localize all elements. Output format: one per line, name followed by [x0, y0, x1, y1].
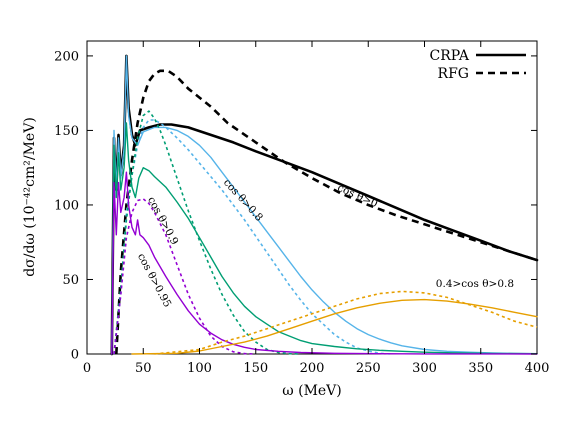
y-axis-label: dσ/dω (10⁻⁴²cm²/MeV) [22, 117, 38, 277]
y-tick-label: 150 [54, 124, 79, 139]
series-cos-theta-0-95-rfg [113, 198, 256, 355]
legend-label-rfg: RFG [438, 66, 469, 82]
y-tick-label: 100 [54, 198, 79, 213]
annotation-0-4-cos-theta-0-8: 0.4>cos θ>0.8 [436, 278, 514, 290]
legend: CRPA RFG [430, 48, 526, 82]
legend-label-crpa: CRPA [430, 48, 470, 64]
x-tick-label: 400 [525, 361, 550, 376]
series-cos-theta-0-rfg [115, 69, 538, 355]
x-tick-label: 350 [468, 361, 493, 376]
x-tick-label: 100 [187, 361, 212, 376]
x-tick-label: 300 [412, 361, 437, 376]
y-tick-label: 0 [71, 348, 79, 363]
series-cos-theta-0-9-rfg [113, 110, 301, 355]
x-tick-label: 250 [356, 361, 381, 376]
x-axis-label: ω (MeV) [282, 383, 342, 399]
x-tick-label: 150 [243, 361, 268, 376]
ticks-layer: 0 50 100 150 200 250 300 350 400 0 50 100 150 200 [54, 41, 549, 376]
annotation-cos-theta-0: cos θ>0 [336, 182, 380, 210]
annotation-cos-theta-0-8: cos θ>0.8 [221, 177, 265, 224]
series-0-4-cos-theta-0-8-rfg [154, 290, 538, 355]
y-tick-label: 200 [54, 49, 79, 64]
x-tick-label: 200 [300, 361, 325, 376]
annotation-cos-theta-0-9: cos θ>0.9 [145, 195, 180, 247]
x-tick-label: 0 [83, 361, 91, 376]
y-tick-label: 50 [62, 273, 79, 288]
series-cos-theta-0-8-crpa [111, 55, 538, 355]
series-0-4-cos-theta-0-8-crpa [131, 298, 538, 355]
series-cos-theta-0-8-rfg [113, 119, 391, 355]
series-cos-theta-0-95-crpa [111, 171, 538, 355]
x-tick-label: 50 [135, 361, 152, 376]
series-layer [110, 54, 539, 356]
series-cos-theta-0-9-crpa [111, 122, 538, 355]
